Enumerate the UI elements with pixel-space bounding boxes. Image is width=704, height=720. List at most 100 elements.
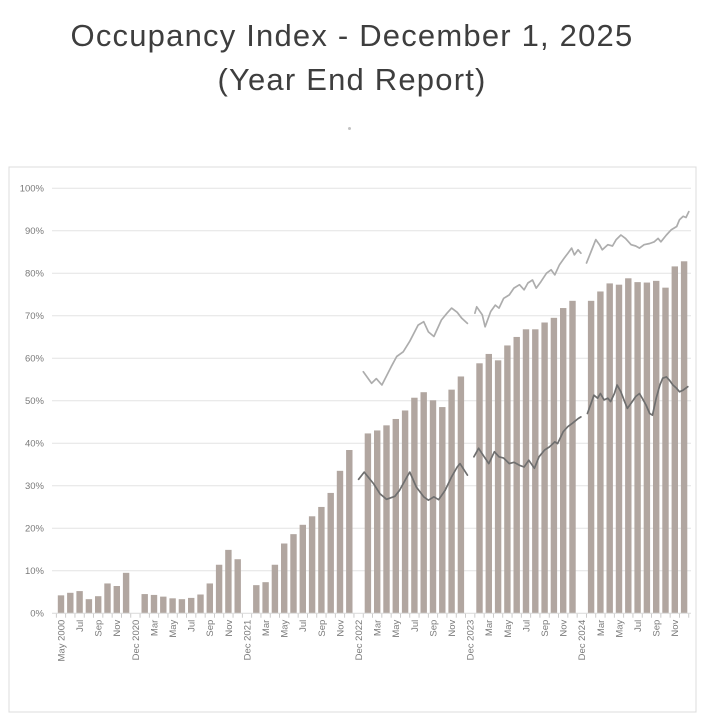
x-axis-label: Nov xyxy=(224,619,235,636)
x-axis-label: Dec 2021 xyxy=(242,620,253,661)
x-axis-label: Dec 2022 xyxy=(354,620,365,661)
x-axis-label: Jul xyxy=(298,620,309,632)
x-axis-label: Jul xyxy=(187,620,198,632)
occupancy-bar xyxy=(680,261,688,614)
upper-line xyxy=(474,247,582,328)
y-axis-label: 30% xyxy=(25,481,45,492)
occupancy-bar xyxy=(625,278,632,614)
x-axis-label: May 2000 xyxy=(56,620,67,662)
occupancy-bar xyxy=(346,450,353,614)
occupancy-bar xyxy=(653,280,660,614)
occupancy-bar xyxy=(494,360,502,614)
x-axis-label: Sep xyxy=(540,620,551,637)
occupancy-bar xyxy=(160,596,167,614)
chart-frame xyxy=(8,166,697,713)
x-axis-label: Sep xyxy=(428,620,439,637)
occupancy-bar xyxy=(671,266,678,614)
x-axis-label: Sep xyxy=(94,620,105,637)
y-axis-label: 100% xyxy=(20,184,45,195)
occupancy-bar xyxy=(439,407,446,614)
occupancy-bar xyxy=(234,559,241,614)
y-axis-label: 0% xyxy=(30,609,44,620)
occupancy-bar xyxy=(522,329,530,614)
occupancy-bar xyxy=(122,572,130,614)
occupancy-bar xyxy=(420,392,427,614)
chart-title-line-1: Occupancy Index - December 1, 2025 xyxy=(70,18,634,53)
x-axis-label: Nov xyxy=(335,619,346,636)
x-axis-label: May xyxy=(614,619,625,637)
occupancy-bar xyxy=(374,430,381,614)
occupancy-bar xyxy=(634,282,641,614)
x-axis-label: Dec 2024 xyxy=(577,620,588,661)
y-axis-label: 60% xyxy=(25,354,45,365)
x-axis-label: May xyxy=(280,619,291,637)
occupancy-bar xyxy=(383,425,390,614)
x-axis-label: Sep xyxy=(317,620,328,637)
occupancy-bar xyxy=(615,284,623,614)
occupancy-bar xyxy=(318,506,325,614)
y-axis-label: 50% xyxy=(25,396,45,407)
x-axis-label: Sep xyxy=(205,620,216,637)
x-axis-label: Mar xyxy=(484,620,495,636)
occupancy-bar xyxy=(327,492,334,614)
x-axis-label: Sep xyxy=(652,620,663,637)
x-axis-label: Mar xyxy=(596,620,607,636)
occupancy-bar xyxy=(95,596,102,614)
occupancy-bar xyxy=(485,353,492,614)
occupancy-bar xyxy=(113,586,120,614)
occupancy-bar xyxy=(169,598,176,614)
occupancy-bar xyxy=(85,599,93,614)
x-axis-label: Jul xyxy=(633,620,644,632)
occupancy-bar xyxy=(150,594,158,614)
upper-line xyxy=(362,307,469,386)
stray-dot-mark xyxy=(348,127,351,130)
occupancy-bar xyxy=(271,564,279,614)
occupancy-bar xyxy=(476,363,483,614)
occupancy-bar xyxy=(401,410,409,614)
occupancy-bar xyxy=(643,282,651,614)
occupancy-bar xyxy=(597,291,604,614)
occupancy-bar xyxy=(253,585,260,614)
x-axis-label: Dec 2023 xyxy=(466,620,477,661)
y-axis-label: 40% xyxy=(25,439,45,450)
x-axis-label: May xyxy=(391,619,402,637)
x-axis-label: Jul xyxy=(410,620,421,632)
occupancy-bar xyxy=(541,322,548,614)
lower-line xyxy=(586,376,689,417)
occupancy-bar xyxy=(225,549,232,614)
x-axis-label: Nov xyxy=(447,619,458,636)
lower-line xyxy=(357,462,469,502)
y-axis-label: 10% xyxy=(25,566,45,577)
occupancy-bar xyxy=(104,583,111,614)
occupancy-bar xyxy=(606,283,613,614)
occupancy-bar xyxy=(197,594,204,614)
x-axis-label: Nov xyxy=(559,619,570,636)
x-axis-label: Nov xyxy=(670,619,681,636)
occupancy-bar xyxy=(290,534,297,614)
upper-line xyxy=(585,210,690,264)
occupancy-bar xyxy=(569,300,576,614)
occupancy-bar xyxy=(299,524,306,614)
occupancy-bar xyxy=(76,591,83,614)
chart-title-line-2: (Year End Report) xyxy=(217,62,487,97)
occupancy-bar xyxy=(206,583,213,614)
x-axis-label: Jul xyxy=(521,620,532,632)
occupancy-bar xyxy=(532,329,539,614)
occupancy-bar xyxy=(448,389,455,614)
x-axis-label: Nov xyxy=(112,619,123,636)
y-axis-label: 90% xyxy=(25,226,45,237)
occupancy-bar xyxy=(504,345,511,614)
occupancy-bar xyxy=(364,433,372,614)
occupancy-bar xyxy=(281,543,288,614)
occupancy-bar xyxy=(513,336,520,614)
x-axis-label: Mar xyxy=(149,620,160,636)
chart-title: Occupancy Index - December 1, 2025 (Year… xyxy=(0,14,704,102)
occupancy-bar xyxy=(550,317,558,614)
occupancy-bar xyxy=(336,470,344,614)
occupancy-bar xyxy=(457,376,465,614)
occupancy-bar xyxy=(178,599,186,614)
x-axis-label: May xyxy=(503,619,514,637)
y-axis-label: 70% xyxy=(25,311,45,322)
